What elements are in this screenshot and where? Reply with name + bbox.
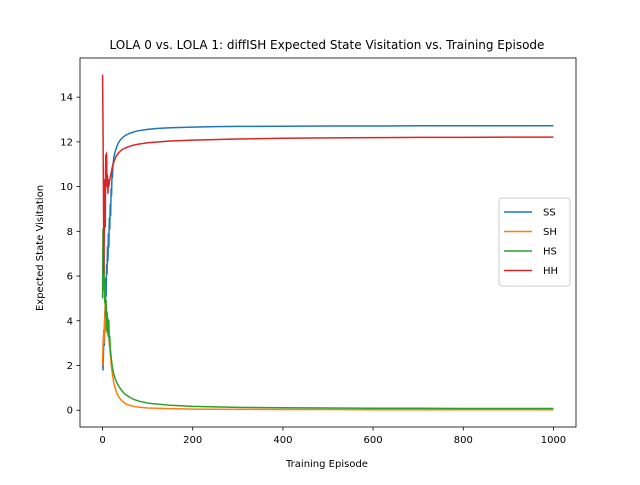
plot-area: 0 200 400 600 800 1000 0 2 4 6 8 10 12 14 bbox=[60, 57, 577, 446]
axes-frame bbox=[79, 57, 577, 428]
y-tick-label: 10 bbox=[60, 182, 73, 193]
x-tick-label: 0 bbox=[99, 435, 105, 446]
legend-label-hh: HH bbox=[543, 266, 558, 277]
y-tick-label: 14 bbox=[60, 93, 73, 104]
y-tick-label: 12 bbox=[60, 137, 73, 148]
y-tick-label: 8 bbox=[67, 227, 73, 238]
y-tick-label: 0 bbox=[67, 406, 73, 417]
x-tick-label: 1000 bbox=[541, 435, 566, 446]
legend-label-ss: SS bbox=[543, 208, 556, 219]
x-tick-label: 400 bbox=[273, 435, 292, 446]
x-tick-label: 200 bbox=[183, 435, 202, 446]
series-line-hs bbox=[101, 228, 554, 410]
legend: SS SH HS HH bbox=[498, 197, 571, 287]
y-tick-label: 6 bbox=[67, 272, 73, 283]
y-axis-label: Expected State Visitation bbox=[35, 185, 46, 311]
series-line-ss bbox=[101, 125, 554, 371]
x-tick-label: 600 bbox=[364, 435, 383, 446]
legend-box bbox=[498, 197, 571, 287]
y-tick-label: 4 bbox=[67, 316, 73, 327]
x-axis-label: Training Episode bbox=[285, 459, 368, 470]
y-tick-label: 2 bbox=[67, 361, 73, 372]
legend-label-hs: HS bbox=[543, 247, 557, 258]
series-line-sh bbox=[101, 299, 554, 411]
legend-label-sh: SH bbox=[543, 227, 557, 238]
chart-title: LOLA 0 vs. LOLA 1: diffISH Expected Stat… bbox=[110, 38, 545, 52]
series-line-hh bbox=[101, 74, 554, 275]
x-tick-label: 800 bbox=[454, 435, 473, 446]
